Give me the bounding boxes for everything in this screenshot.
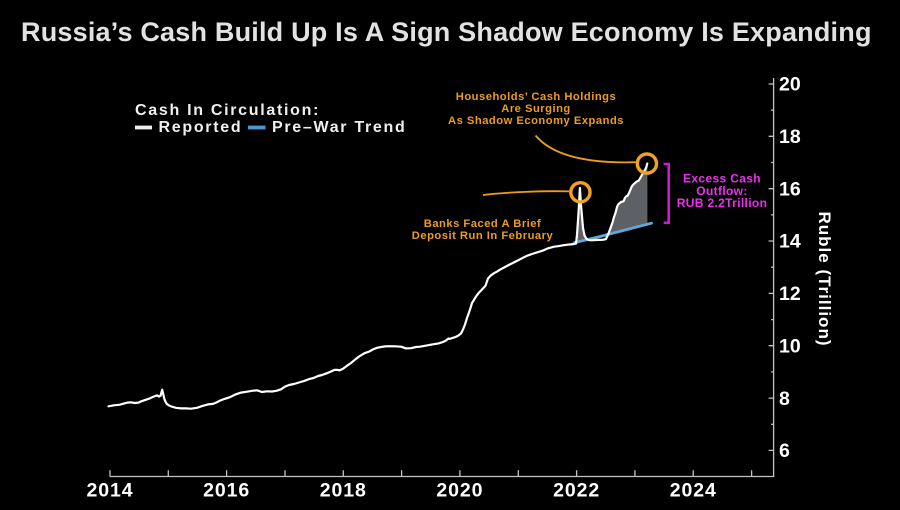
svg-text:Cash In Circulation:: Cash In Circulation: — [135, 102, 320, 119]
svg-text:14: 14 — [779, 231, 801, 253]
svg-text:6: 6 — [779, 440, 790, 462]
svg-text:8: 8 — [779, 388, 790, 410]
svg-text:20: 20 — [779, 74, 801, 96]
svg-text:2024: 2024 — [670, 480, 717, 502]
svg-text:As Shadow Economy Expands: As Shadow Economy Expands — [448, 115, 624, 127]
svg-text:Pre–War Trend: Pre–War Trend — [272, 119, 406, 136]
svg-text:Excess Cash: Excess Cash — [683, 171, 761, 185]
svg-text:10: 10 — [779, 335, 801, 357]
svg-text:2016: 2016 — [203, 480, 250, 502]
svg-text:2022: 2022 — [553, 480, 600, 502]
svg-text:Ruble (Trillion): Ruble (Trillion) — [815, 212, 834, 347]
svg-text:16: 16 — [779, 178, 801, 200]
svg-text:Russia’s Cash Build Up Is A Si: Russia’s Cash Build Up Is A Sign Shadow … — [21, 17, 872, 47]
svg-text:Households’ Cash Holdings: Households’ Cash Holdings — [456, 91, 616, 103]
svg-text:Reported: Reported — [159, 119, 243, 136]
svg-text:RUB 2.2Trillion: RUB 2.2Trillion — [677, 196, 768, 210]
svg-text:Outflow:: Outflow: — [696, 184, 747, 198]
svg-text:2014: 2014 — [87, 480, 134, 502]
svg-text:Banks Faced A Brief: Banks Faced A Brief — [424, 218, 541, 230]
svg-text:Deposit Run In February: Deposit Run In February — [412, 230, 554, 242]
svg-text:Are Surging: Are Surging — [501, 103, 571, 115]
svg-text:2018: 2018 — [320, 480, 367, 502]
svg-text:2020: 2020 — [436, 480, 483, 502]
svg-text:12: 12 — [779, 283, 801, 305]
svg-text:18: 18 — [779, 126, 801, 148]
